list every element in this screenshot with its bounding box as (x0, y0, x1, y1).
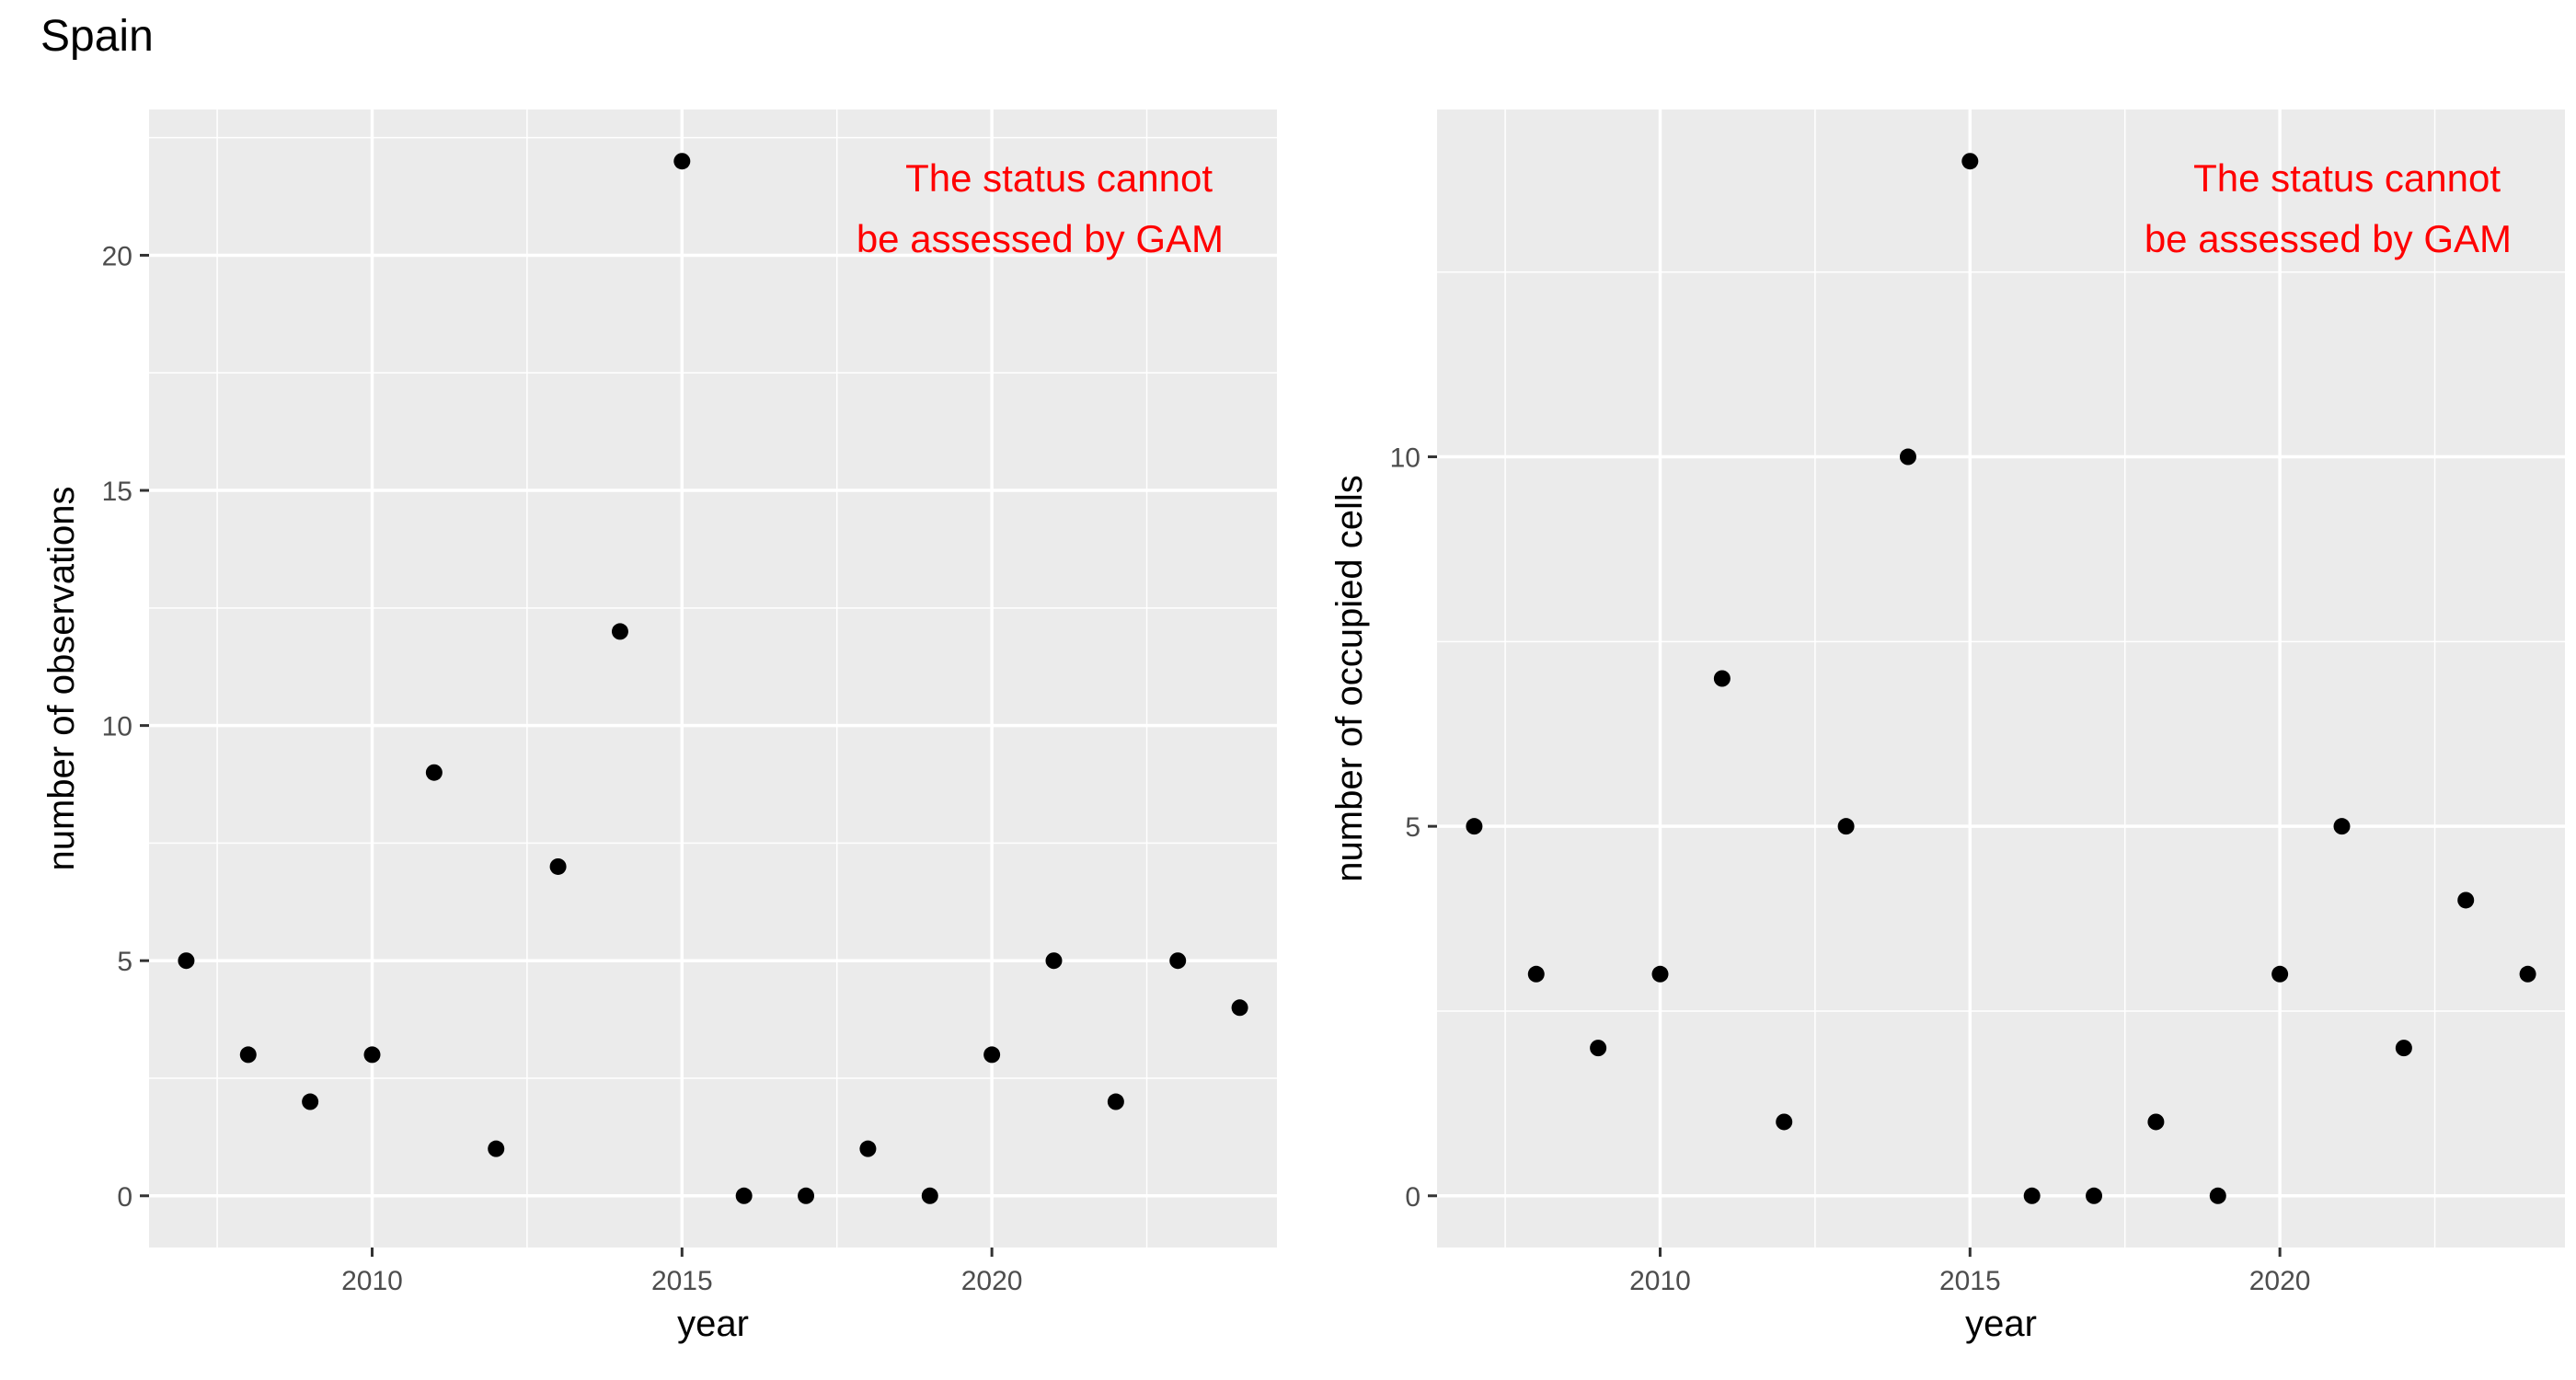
y-tick-label: 20 (102, 241, 132, 271)
data-point (1899, 448, 1916, 466)
data-point (2271, 965, 2289, 983)
data-point (1837, 818, 1855, 835)
data-point (2395, 1040, 2412, 1057)
y-tick-label: 5 (1405, 812, 1420, 843)
data-point (611, 623, 628, 640)
data-point (1231, 999, 1248, 1017)
page-title: Spain (40, 12, 154, 61)
annotation-line: be assessed by GAM (857, 217, 1224, 260)
data-point (1590, 1040, 1607, 1057)
x-tick-label: 2010 (1629, 1266, 1691, 1296)
data-point (302, 1093, 319, 1110)
data-point (2209, 1187, 2226, 1204)
annotation-line: The status cannot (2193, 156, 2501, 200)
data-point (1776, 1113, 1793, 1131)
data-point (2086, 1187, 2103, 1204)
x-axis-title: year (1965, 1304, 2037, 1344)
data-point (239, 1046, 257, 1064)
data-point (1466, 818, 1483, 835)
data-point (1527, 965, 1545, 983)
data-point (1045, 952, 1063, 970)
data-point (735, 1187, 753, 1204)
data-point (2333, 818, 2351, 835)
y-axis-title: number of observations (41, 486, 82, 870)
x-tick-label: 2020 (2249, 1266, 2311, 1296)
data-point (798, 1187, 815, 1204)
data-point (2023, 1187, 2041, 1204)
data-point (1107, 1093, 1124, 1110)
y-tick-label: 10 (1390, 443, 1420, 474)
data-point (488, 1140, 505, 1157)
data-point (1651, 965, 1669, 983)
x-tick-label: 2020 (961, 1266, 1023, 1296)
y-tick-label: 5 (117, 947, 132, 977)
x-tick-label: 2015 (651, 1266, 713, 1296)
data-point (1961, 153, 1979, 170)
data-point (425, 764, 443, 781)
data-point (921, 1187, 938, 1204)
x-tick-label: 2010 (341, 1266, 403, 1296)
chart-occupied-cells: 2010 2015 2020 0 5 10 The status cannot be asse… (1329, 109, 2565, 1344)
annotation-line: be assessed by GAM (2145, 217, 2512, 260)
data-point (549, 857, 567, 875)
x-tick-label: 2015 (1939, 1266, 2001, 1296)
data-point (1713, 670, 1731, 687)
data-point (2519, 965, 2536, 983)
plot-panel (149, 109, 1277, 1248)
y-tick-label: 15 (102, 477, 132, 507)
data-point (2457, 891, 2475, 909)
plot-panel (1437, 109, 2565, 1248)
data-point (363, 1046, 381, 1064)
data-point (673, 153, 691, 170)
y-axis-title: number of occupied cells (1329, 475, 1370, 881)
data-point (2147, 1113, 2165, 1131)
annotation-line: The status cannot (905, 156, 1213, 200)
y-tick-label: 10 (102, 712, 132, 742)
chart-observations: 2010 2015 2020 0 5 10 15 20 The status cannot be … (41, 109, 1277, 1344)
x-axis-title: year (677, 1304, 749, 1344)
data-point (1169, 952, 1187, 970)
y-tick-label: 0 (1405, 1182, 1420, 1213)
data-point (178, 952, 195, 970)
data-point (983, 1046, 1001, 1064)
data-point (859, 1140, 877, 1157)
y-tick-label: 0 (117, 1182, 132, 1213)
